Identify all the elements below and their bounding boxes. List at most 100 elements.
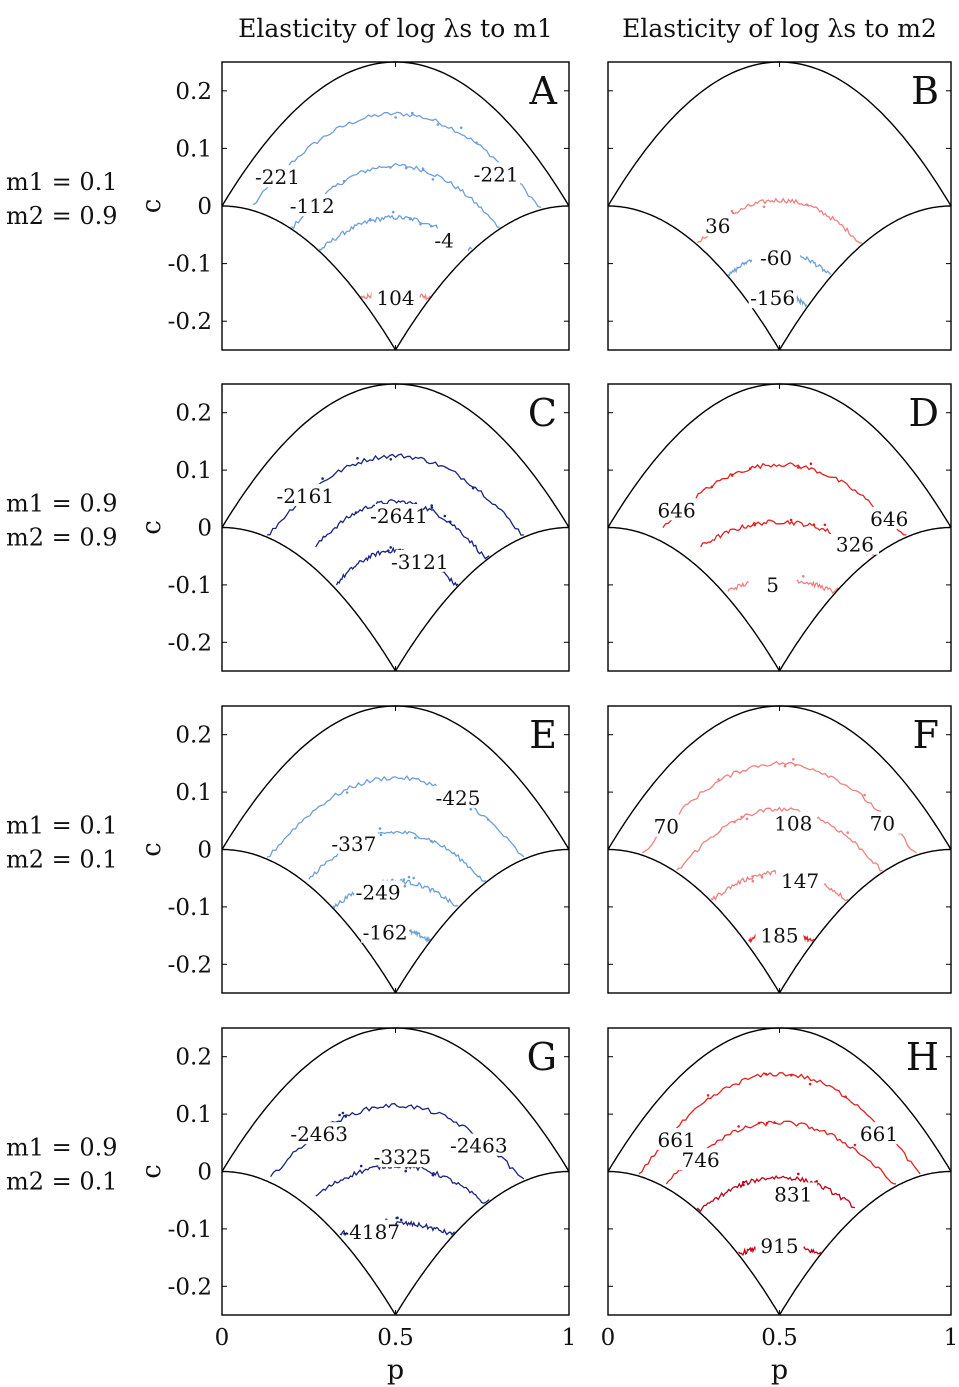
contour-label-bg <box>755 1234 804 1257</box>
contour-label-bg <box>374 504 423 527</box>
contour-label: -221 <box>474 162 519 186</box>
panel-G: 0.2 0.1 0 -0.1 -0.2 c G -2463 -2463 -3325 -4187 <box>137 1027 570 1316</box>
contour-label: -2463 <box>290 1122 348 1146</box>
contour-speckle <box>706 1094 710 1097</box>
y-tick-label: 0.1 <box>175 780 212 806</box>
contour-label-bg <box>361 920 410 943</box>
contour-speckle <box>430 504 434 507</box>
contour-speckle <box>797 1172 800 1176</box>
contour-speckle <box>443 514 447 518</box>
contour-speckle <box>419 222 422 226</box>
contour-speckle <box>753 523 756 527</box>
y-tick-label: -0.1 <box>168 573 212 599</box>
x-tick-label: 0.5 <box>377 1325 414 1351</box>
row-label-1-1: m1 = 0.1 <box>6 168 118 196</box>
contour-speckle <box>431 1173 435 1177</box>
contour-speckle <box>844 1095 847 1098</box>
contour-label: -3121 <box>391 550 449 574</box>
x-axis-label: p <box>771 1355 788 1386</box>
row-label-4-2: m2 = 0.1 <box>6 1168 118 1196</box>
panel-letter: D <box>909 391 939 435</box>
contour-label: -2161 <box>276 484 334 508</box>
contour-label: 108 <box>774 812 812 836</box>
y-tick-label: -0.2 <box>168 952 212 978</box>
y-tick-label: 0 <box>197 194 212 220</box>
contour-label-bg <box>854 1122 903 1145</box>
contour-line <box>696 1175 856 1213</box>
contour-label: -4 <box>434 229 453 253</box>
contour-label: -337 <box>331 832 376 856</box>
contour-speckle <box>717 778 720 781</box>
panel-letter: H <box>906 1035 939 1079</box>
contour-label-bg <box>652 1127 701 1150</box>
y-tick-label: -0.2 <box>168 1274 212 1300</box>
contour-speckle <box>389 166 392 169</box>
contour-label-bg <box>776 869 825 892</box>
contour-speckle <box>730 474 734 477</box>
contour-speckle <box>806 203 809 207</box>
x-tick-label: 1 <box>944 1325 959 1351</box>
contour-speckle <box>742 1180 745 1184</box>
contour-speckle <box>863 793 866 797</box>
contour-line <box>638 1072 921 1175</box>
contour-label: 831 <box>774 1182 812 1206</box>
row-labels: m1 = 0.1 m2 = 0.9 m1 = 0.9 m2 = 0.9 m1 = 0.1… <box>6 168 118 1196</box>
contour-speckle <box>751 875 754 878</box>
contour-speckle <box>403 884 407 888</box>
contour-speckle <box>764 1072 768 1076</box>
contour-speckle <box>783 764 787 768</box>
contour-label-bg <box>354 880 403 903</box>
contour-speckle <box>749 467 752 470</box>
contour-label: -156 <box>750 286 795 310</box>
contour-label-bg <box>454 1133 503 1156</box>
y-tick-label: -0.1 <box>168 252 212 278</box>
panel-letter: E <box>529 713 557 757</box>
contour-speckle <box>430 506 434 510</box>
contour-label: 915 <box>760 1234 798 1258</box>
contour-label: -162 <box>363 921 408 945</box>
lower-right-boundary-curve <box>394 526 569 672</box>
contour-label: 661 <box>860 1122 898 1146</box>
contour-speckle <box>762 205 766 209</box>
lower-right-boundary-curve <box>394 848 569 994</box>
row-label-3-2: m2 = 0.1 <box>6 846 118 874</box>
contour-label-bg <box>472 162 521 185</box>
contour-label: 5 <box>766 573 779 597</box>
contour-speckle <box>793 763 797 767</box>
contour-speckle <box>731 211 735 215</box>
x-axis-labels: 0 0.5 1 p 0 0.5 1 p <box>215 1325 959 1386</box>
y-tick-label: 0.2 <box>175 723 212 749</box>
contour-speckle <box>345 791 349 794</box>
y-tick-label: 0.1 <box>175 458 212 484</box>
lower-right-boundary-curve <box>394 1170 569 1316</box>
lower-left-boundary-curve <box>222 848 397 994</box>
contour-label: -249 <box>356 881 401 905</box>
contour-speckle <box>846 831 849 834</box>
contour-label-bg <box>858 811 907 834</box>
contour-speckle <box>853 1143 857 1147</box>
lower-right-boundary-curve <box>778 1170 951 1316</box>
contour-label-bg <box>748 572 797 595</box>
row-label-2-2: m2 = 0.9 <box>6 524 118 552</box>
contour-speckle <box>321 477 324 480</box>
contour-speckle <box>812 523 816 526</box>
x-axis-label: p <box>387 1355 404 1386</box>
panel-letter: A <box>529 69 558 113</box>
lower-left-boundary-curve <box>222 526 397 672</box>
y-tick-label: -0.2 <box>168 630 212 656</box>
contour-speckle <box>751 879 755 883</box>
contour-speckle <box>730 209 734 213</box>
lower-left-boundary-curve <box>222 205 397 351</box>
contour-label: -4187 <box>342 1220 400 1244</box>
contour-speckle <box>359 1164 363 1168</box>
contour-speckle <box>378 827 382 830</box>
y-tick-label: 0.2 <box>175 79 212 105</box>
contour-label-bg <box>748 286 797 309</box>
contour-speckle <box>459 126 463 129</box>
contour-speckle <box>404 1169 408 1173</box>
upper-boundary-curve <box>221 705 570 850</box>
contour-speckle <box>389 546 393 549</box>
contour-speckle <box>802 575 805 578</box>
contour-label-bg <box>830 532 879 555</box>
contour-speckle <box>745 817 749 821</box>
